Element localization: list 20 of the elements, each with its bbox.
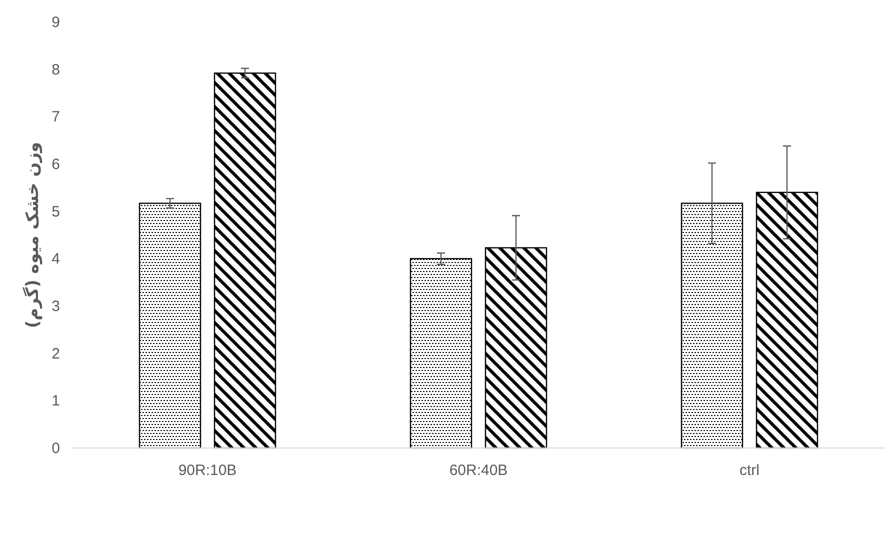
y-axis-title: وزن خشک میوه (گرم) <box>22 142 43 328</box>
y-tick-label: 4 <box>52 250 60 268</box>
y-tick-label: 5 <box>52 203 60 220</box>
y-tick-label: 9 <box>52 14 60 31</box>
y-tick-label: 6 <box>52 156 60 173</box>
y-tick-label: 1 <box>52 392 60 410</box>
bar <box>410 258 472 449</box>
bar <box>138 202 202 449</box>
y-tick-label: 2 <box>52 345 60 362</box>
y-tick-label: 8 <box>52 61 60 78</box>
bar <box>756 192 818 449</box>
x-tick-label: ctrl <box>740 462 760 479</box>
bar <box>680 202 744 449</box>
bar <box>484 247 548 449</box>
x-tick-label: 60R:40B <box>449 462 508 479</box>
y-tick-label: 3 <box>52 298 60 315</box>
x-tick-label: 90R:10B <box>178 462 237 479</box>
y-tick-label: 7 <box>52 108 60 126</box>
bar <box>214 72 276 449</box>
y-tick-label: 0 <box>52 440 60 457</box>
